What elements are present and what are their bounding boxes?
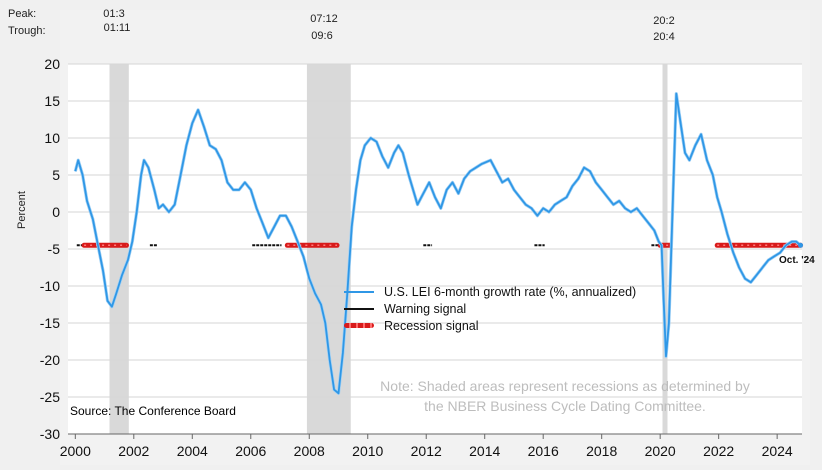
x-tick-label-2024: 2024 — [762, 443, 793, 459]
peak-date-1: 01:3 — [103, 8, 125, 20]
legend-item-recession: Recession signal — [344, 317, 636, 334]
trough-date-3: 20:4 — [653, 31, 675, 43]
peak-date-3: 20:2 — [653, 15, 675, 27]
source-label: Source: The Conference Board — [70, 404, 236, 418]
x-tick-label-2002: 2002 — [118, 443, 149, 459]
x-tick-label-2012: 2012 — [411, 443, 442, 459]
y-tick-label-20: 20 — [44, 56, 60, 72]
peak-label: Peak: — [8, 8, 37, 20]
legend-swatch-warning — [344, 307, 374, 310]
legend-swatch-lei — [344, 290, 374, 293]
lei-line — [74, 92, 802, 395]
x-tick-label-2000: 2000 — [60, 443, 91, 459]
legend-label-lei: U.S. LEI 6-month growth rate (%, annuali… — [384, 284, 637, 299]
y-tick-label--25: -25 — [40, 389, 60, 405]
note-line-2: the NBER Business Cycle Dating Committee… — [424, 398, 706, 414]
legend-label-warning: Warning signal — [384, 301, 467, 316]
trough-date-1: 01:11 — [103, 22, 131, 34]
y-tick-label--10: -10 — [40, 278, 60, 294]
trough-date-2: 09:6 — [311, 30, 333, 42]
x-tick-label-2016: 2016 — [528, 443, 559, 459]
y-tick-label--20: -20 — [40, 352, 60, 368]
legend-item-warning: Warning signal — [344, 300, 636, 317]
legend-label-recession: Recession signal — [384, 318, 479, 333]
y-tick-label--30: -30 — [40, 426, 60, 442]
y-tick-label-0: 0 — [52, 204, 60, 220]
legend-item-lei: U.S. LEI 6-month growth rate (%, annuali… — [344, 283, 636, 300]
note-line-1: Note: Shaded areas represent recessions … — [380, 378, 750, 394]
x-tick-label-2004: 2004 — [177, 443, 208, 459]
x-tick-label-2010: 2010 — [352, 443, 383, 459]
x-tick-label-2008: 2008 — [294, 443, 325, 459]
y-tick-label-15: 15 — [44, 93, 60, 109]
recession-note: Note: Shaded areas represent recessions … — [355, 376, 775, 416]
y-tick-label--15: -15 — [40, 315, 60, 331]
lei-last-point — [798, 242, 804, 248]
y-axis-label: Percent — [16, 191, 28, 229]
x-tick-label-2020: 2020 — [645, 443, 676, 459]
y-tick-label-10: 10 — [44, 130, 60, 146]
legend-swatch-recession — [344, 323, 374, 328]
x-tick-label-2018: 2018 — [586, 443, 617, 459]
y-tick-label-5: 5 — [52, 167, 60, 183]
trough-label: Trough: — [8, 25, 46, 37]
x-tick-label-2022: 2022 — [703, 443, 734, 459]
legend: U.S. LEI 6-month growth rate (%, annuali… — [344, 283, 636, 334]
y-tick-label--5: -5 — [48, 241, 61, 257]
x-tick-label-2014: 2014 — [469, 443, 500, 459]
x-tick-label-2006: 2006 — [235, 443, 266, 459]
last-point-label: Oct. '24 — [779, 255, 815, 266]
peak-date-2: 07:12 — [310, 13, 338, 25]
